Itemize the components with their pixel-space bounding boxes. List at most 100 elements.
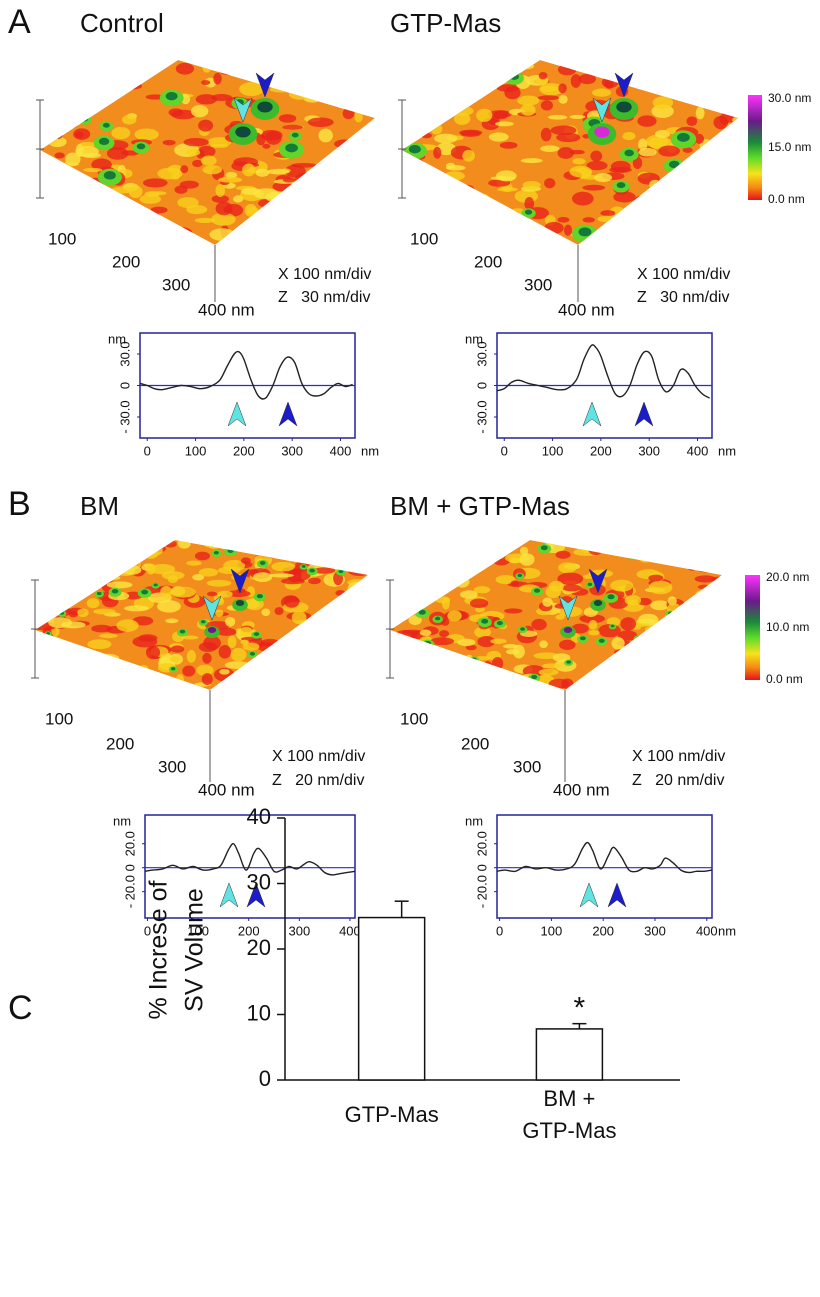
texture [335,590,346,596]
bump-top [390,567,396,572]
texture [675,624,693,630]
texture [58,112,79,121]
texture [537,95,560,101]
bump-top [285,143,298,153]
texture [317,170,328,180]
arrowhead [614,72,634,98]
texture [627,540,642,553]
bump [132,674,143,682]
texture [75,145,99,158]
surface [40,60,375,245]
panel-label: B [8,485,31,523]
texture [555,550,571,559]
texture [149,215,159,221]
texture [395,555,407,567]
texture [517,95,540,106]
texture [108,555,134,561]
y-axis-label: nm [465,813,483,828]
texture [348,601,362,615]
texture [54,101,66,109]
texture [707,210,732,224]
colorbar [748,95,762,200]
texture [215,184,226,198]
texture [621,686,632,690]
texture [719,143,729,154]
texture [312,567,336,574]
texture [99,633,118,639]
texture [244,680,253,690]
texture [655,625,673,636]
x-tick-label: 0 [496,923,503,938]
texture [645,679,671,686]
texture [403,604,415,618]
texture [662,628,671,640]
colorbar-label: 10.0 nm [766,620,809,634]
bump-top [259,560,266,565]
texture [180,165,189,174]
texture [699,540,708,543]
texture [636,639,645,644]
texture [353,71,366,76]
texture [666,603,682,616]
y-tick-label: - 20.0 [122,875,137,908]
texture [544,221,564,234]
axis-label: 400 nm [558,300,615,319]
bump-top [253,632,260,636]
texture [329,158,345,169]
texture [134,128,159,141]
texture [708,628,722,642]
texture [87,196,109,203]
texture [694,627,720,635]
texture [408,615,422,626]
texture [447,610,462,622]
texture [365,70,375,78]
texture [466,663,491,672]
axis-label: 200 [112,252,140,271]
texture [557,147,574,159]
texture [94,653,120,663]
texture [196,664,214,676]
texture [352,555,368,565]
bump-top [200,540,208,542]
texture [520,158,543,164]
texture [203,636,221,651]
texture [637,651,661,656]
bump-top [200,620,206,624]
texture [277,218,296,232]
texture [614,649,630,656]
texture [686,116,698,126]
bump-top [273,644,278,648]
texture [421,682,443,690]
texture [698,223,707,237]
texture [390,553,402,565]
texture [66,204,82,211]
texture [293,674,304,686]
texture [98,190,110,196]
texture [89,79,109,84]
texture [40,82,49,87]
texture [194,217,216,223]
texture [487,208,504,222]
texture [715,218,734,232]
texture [706,649,719,659]
texture [671,75,681,81]
texture [556,132,581,143]
texture [421,549,440,557]
panel-label: C [8,989,33,1027]
texture [73,128,91,140]
bump-top [141,589,149,595]
texture [702,587,717,598]
texture [397,678,420,690]
texture [177,197,199,208]
texture [303,203,326,218]
bump-top [517,573,523,577]
texture [509,685,524,690]
bump-top [114,678,121,683]
texture [253,683,269,690]
image-title: Control [80,8,164,38]
texture [691,80,708,93]
bump-top [630,552,637,557]
texture [443,205,468,213]
bump [40,190,60,207]
